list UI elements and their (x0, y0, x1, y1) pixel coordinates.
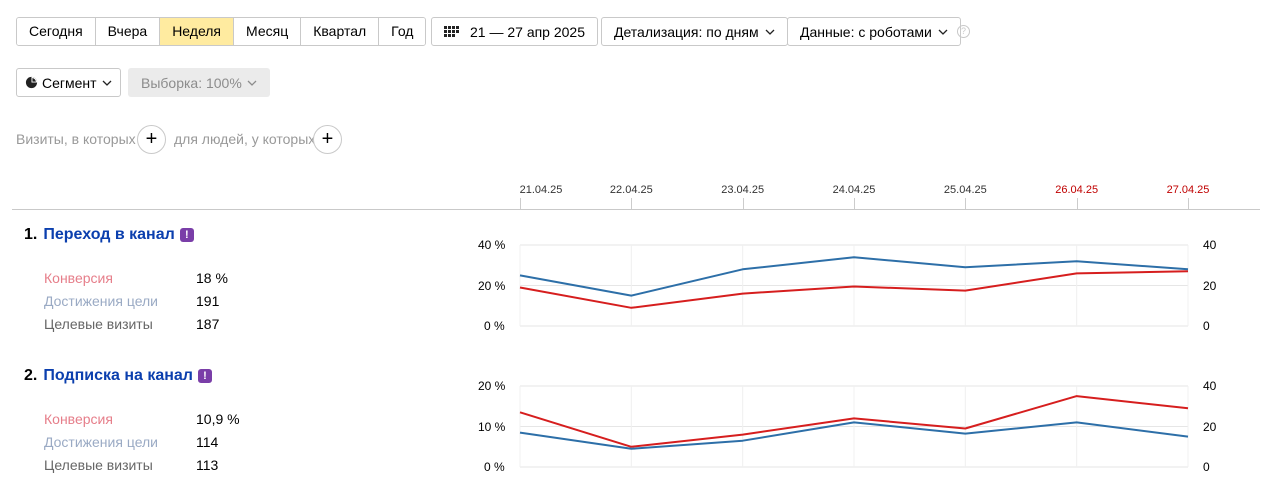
period-yesterday-button[interactable]: Вчера (95, 18, 161, 45)
target-visits-label: Целевые визиты (44, 457, 153, 473)
period-quarter-button[interactable]: Квартал (301, 18, 380, 45)
left-axis-label: 40 % (478, 238, 506, 252)
sample-label: Выборка: 100% (141, 74, 242, 91)
date-label: 24.04.25 (832, 184, 876, 196)
period-year-button[interactable]: Год (379, 18, 426, 45)
goal-warning-badge[interactable]: ! (197, 369, 212, 383)
goal-number: 2. (24, 367, 38, 384)
date-tick (631, 198, 633, 209)
right-axis-label: 0 (1203, 460, 1210, 474)
sample-dropdown[interactable]: Выборка: 100% (128, 68, 270, 97)
date-label: 23.04.25 (721, 184, 765, 196)
help-icon[interactable]: ? (957, 25, 970, 38)
date-tick (742, 198, 744, 209)
left-axis-label: 0 % (484, 319, 505, 333)
left-axis-label: 0 % (484, 460, 505, 474)
calendar-grid-icon (444, 25, 459, 37)
reaches-value: 191 (196, 293, 220, 309)
chevron-down-icon (938, 29, 948, 35)
add-visits-filter-button[interactable]: + (137, 125, 166, 154)
date-tick (1188, 198, 1189, 209)
conversion-label: Конверсия (44, 411, 113, 427)
period-today-button[interactable]: Сегодня (17, 18, 96, 45)
right-axis-label: 40 (1203, 379, 1217, 393)
period-selector: Сегодня Вчера Неделя Месяц Квартал Год (16, 17, 427, 46)
goal-number: 1. (24, 226, 38, 243)
data-source-label: Данные: с роботами (800, 23, 932, 40)
target-visits-value: 187 (196, 316, 220, 332)
reaches-value: 114 (196, 434, 219, 450)
segment-dropdown[interactable]: Сегмент (16, 68, 121, 97)
date-tick (1076, 198, 1078, 209)
date-label: 27.04.25 (1166, 184, 1210, 196)
date-label: 21.04.25 (519, 184, 563, 196)
data-source-dropdown[interactable]: Данные: с роботами (787, 17, 961, 46)
reaches-label: Достижения цели (44, 434, 159, 450)
detail-label: Детализация: по дням (614, 23, 759, 40)
people-filter-label: для людей, у которых (174, 131, 316, 147)
goal-link[interactable]: Подписка на канал (43, 367, 193, 384)
pie-chart-icon (25, 76, 38, 89)
chevron-down-icon (102, 80, 112, 86)
segment-label: Сегмент (42, 74, 97, 91)
left-axis-label: 10 % (478, 420, 506, 434)
goal-chart (519, 244, 1189, 327)
date-label: 25.04.25 (943, 184, 987, 196)
right-axis-label: 20 (1203, 279, 1217, 293)
date-range-label: 21 — 27 апр 2025 (470, 23, 586, 40)
left-axis-label: 20 % (478, 379, 506, 393)
date-label: 22.04.25 (609, 184, 653, 196)
conversion-label: Конверсия (44, 270, 113, 286)
reaches-label: Достижения цели (44, 293, 159, 309)
goal-chart (519, 385, 1189, 468)
left-axis-label: 20 % (478, 279, 506, 293)
series-line (519, 256, 1189, 297)
series-line (519, 421, 1189, 450)
series-line (519, 270, 1189, 309)
chevron-down-icon (765, 29, 775, 35)
right-axis-label: 40 (1203, 238, 1217, 252)
date-tick (965, 198, 967, 209)
header-divider (12, 209, 1260, 210)
right-axis-label: 0 (1203, 319, 1210, 333)
date-tick (854, 198, 855, 209)
date-range-button[interactable]: 21 — 27 апр 2025 (431, 17, 599, 46)
conversion-value: 10,9 % (196, 411, 240, 427)
chevron-down-icon (247, 80, 257, 86)
goal-title: 1. Переход в канал ! (24, 226, 194, 244)
target-visits-label: Целевые визиты (44, 316, 153, 332)
conversion-value: 18 % (196, 270, 228, 286)
date-tick (520, 198, 521, 209)
goal-warning-badge[interactable]: ! (179, 228, 194, 242)
date-label: 26.04.25 (1055, 184, 1099, 196)
series-line (519, 395, 1189, 448)
target-visits-value: 113 (196, 457, 219, 473)
period-month-button[interactable]: Месяц (234, 18, 302, 45)
visits-filter-label: Визиты, в которых (16, 131, 136, 147)
goal-title: 2. Подписка на канал ! (24, 367, 212, 385)
add-people-filter-button[interactable]: + (313, 125, 342, 154)
period-week-button[interactable]: Неделя (160, 18, 235, 45)
right-axis-label: 20 (1203, 420, 1217, 434)
goal-link[interactable]: Переход в канал (43, 226, 175, 243)
detail-dropdown[interactable]: Детализация: по дням (601, 17, 788, 46)
